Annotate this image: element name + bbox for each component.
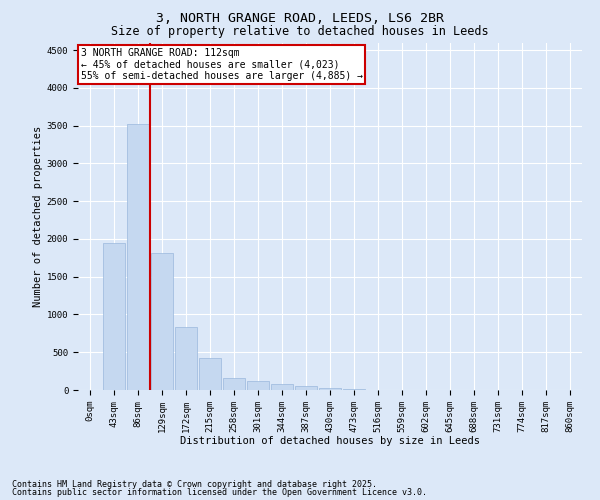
Y-axis label: Number of detached properties: Number of detached properties	[32, 126, 43, 307]
Bar	[103, 242, 125, 390]
Text: 3 NORTH GRANGE ROAD: 112sqm
← 45% of detached houses are smaller (4,023)
55% of : 3 NORTH GRANGE ROAD: 112sqm ← 45% of det…	[80, 48, 362, 81]
Bar	[199, 358, 221, 390]
Bar	[151, 252, 173, 390]
Text: 3, NORTH GRANGE ROAD, LEEDS, LS6 2BR: 3, NORTH GRANGE ROAD, LEEDS, LS6 2BR	[156, 12, 444, 26]
Text: Contains public sector information licensed under the Open Government Licence v3: Contains public sector information licen…	[12, 488, 427, 497]
Bar	[247, 382, 269, 390]
Bar	[127, 124, 149, 390]
Bar	[223, 378, 245, 390]
Bar	[295, 386, 317, 390]
Bar	[271, 384, 293, 390]
Bar	[175, 326, 197, 390]
Text: Size of property relative to detached houses in Leeds: Size of property relative to detached ho…	[111, 25, 489, 38]
X-axis label: Distribution of detached houses by size in Leeds: Distribution of detached houses by size …	[180, 436, 480, 446]
Bar	[319, 388, 341, 390]
Text: Contains HM Land Registry data © Crown copyright and database right 2025.: Contains HM Land Registry data © Crown c…	[12, 480, 377, 489]
